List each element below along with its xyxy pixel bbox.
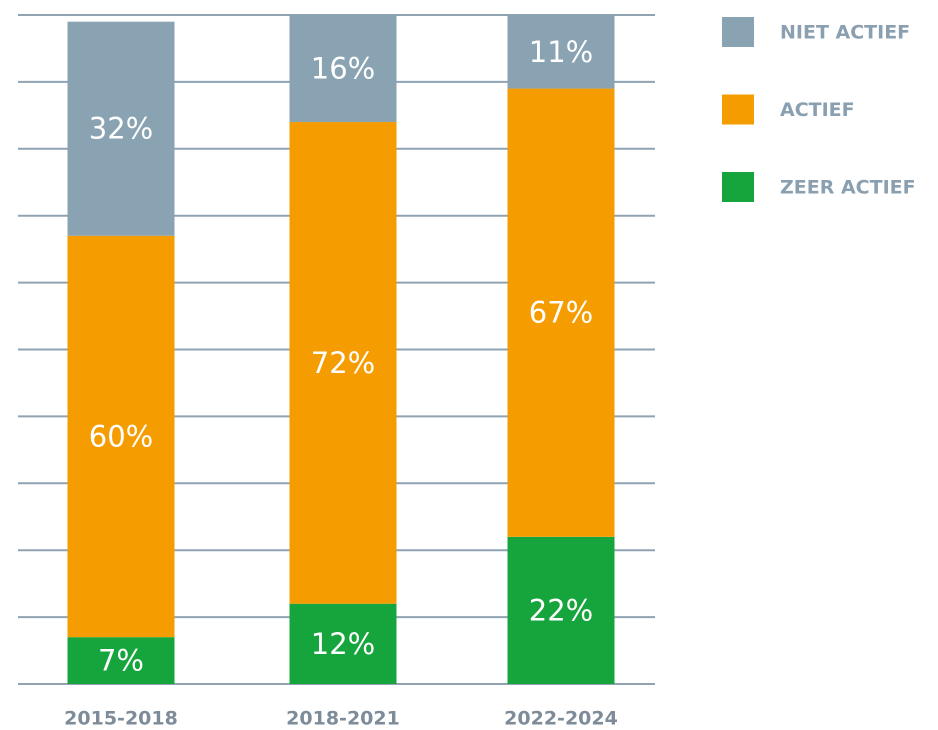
x-tick-label: 2018-2021 bbox=[286, 708, 400, 730]
x-tick-label: 2015-2018 bbox=[64, 708, 178, 730]
bar-segment bbox=[507, 536, 615, 684]
value-label: 7% bbox=[98, 644, 144, 678]
bar-segment bbox=[289, 603, 397, 684]
legend-label: ACTIEF bbox=[780, 99, 855, 121]
value-label: 16% bbox=[311, 52, 375, 86]
legend-swatch bbox=[722, 172, 754, 202]
legend-swatch bbox=[722, 94, 754, 125]
value-label: 22% bbox=[529, 593, 593, 627]
value-label: 60% bbox=[89, 419, 153, 453]
legend-label: ZEER ACTIEF bbox=[780, 177, 916, 199]
value-label: 72% bbox=[311, 346, 375, 380]
bar-segment bbox=[289, 122, 397, 604]
bar-segment bbox=[67, 21, 175, 236]
bar-segment bbox=[507, 15, 615, 89]
bar-segment bbox=[289, 15, 397, 123]
bar-segment bbox=[507, 88, 615, 537]
value-label: 32% bbox=[89, 112, 153, 146]
value-label: 67% bbox=[529, 296, 593, 330]
bar-segment bbox=[67, 235, 175, 638]
legend-swatch bbox=[722, 17, 754, 47]
value-label: 12% bbox=[311, 627, 375, 661]
value-label: 11% bbox=[529, 35, 593, 69]
x-tick-label: 2022-2024 bbox=[504, 708, 618, 730]
legend-label: NIET ACTIEF bbox=[780, 22, 910, 44]
bar-segment bbox=[67, 637, 175, 684]
